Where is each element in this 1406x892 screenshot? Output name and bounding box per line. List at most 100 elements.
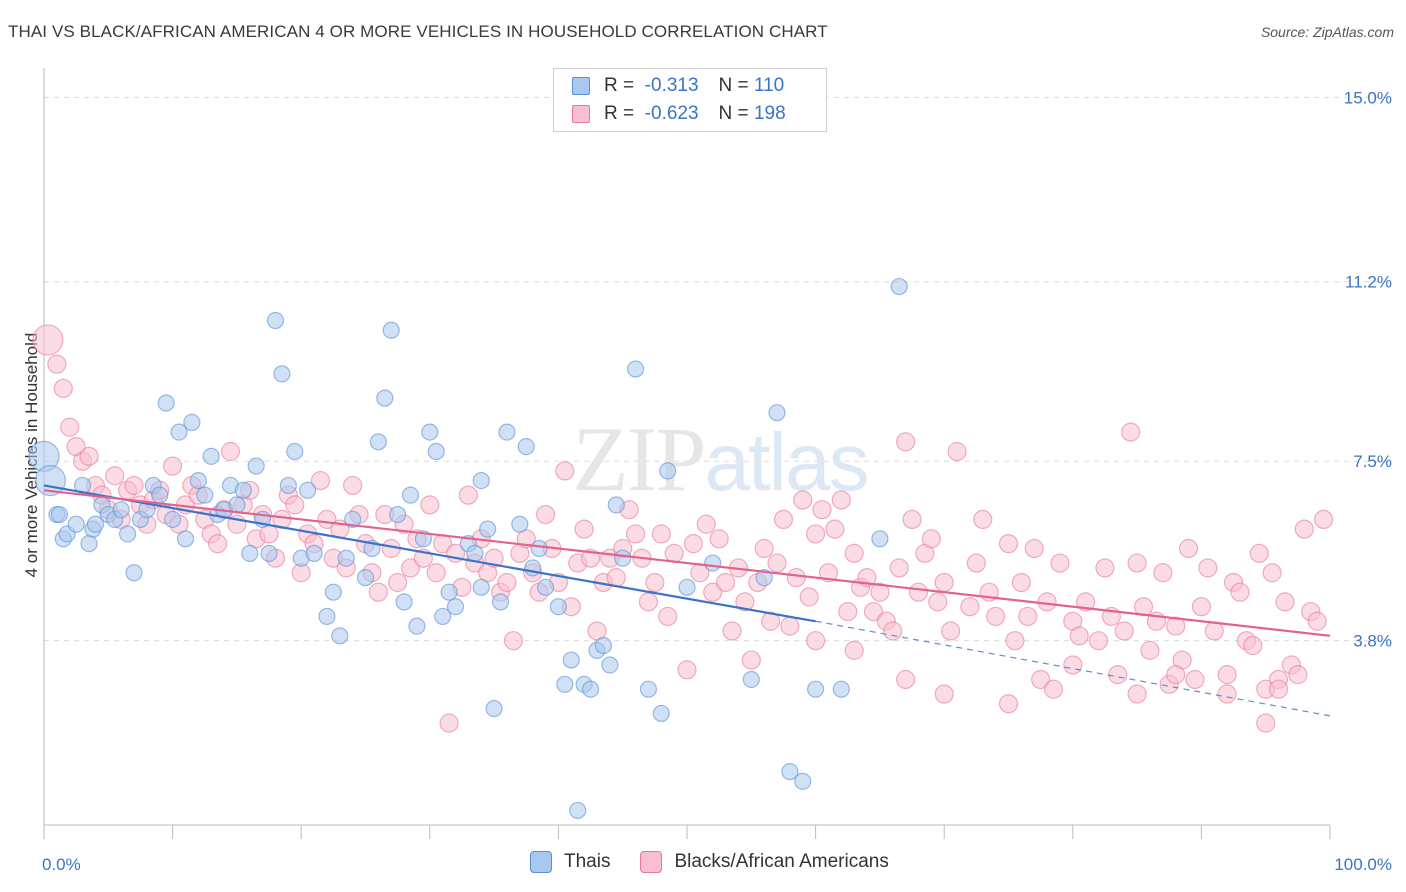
data-point [299, 481, 317, 499]
data-point [356, 569, 375, 587]
data-point [606, 568, 626, 588]
data-point [825, 519, 845, 539]
data-point [498, 423, 516, 441]
data-point [555, 461, 575, 481]
legend-n-value: 110 [753, 75, 785, 96]
data-point [344, 510, 362, 529]
data-point [50, 505, 69, 524]
data-point [472, 472, 490, 490]
data-point [472, 578, 490, 596]
data-point [535, 504, 556, 525]
data-point [170, 423, 188, 441]
data-point [934, 684, 954, 704]
data-point [331, 627, 349, 645]
data-point [863, 601, 884, 622]
data-point [67, 515, 85, 533]
data-point [1313, 509, 1334, 530]
data-point [1178, 538, 1199, 559]
data-point [260, 544, 278, 562]
data-point [986, 606, 1006, 627]
watermark: ZIPatlas [572, 408, 867, 510]
data-point [389, 505, 407, 524]
data-point [86, 515, 105, 533]
tick-labels: 3.8% 7.5% 11.2% 15.0% 0.0% 100.0% [42, 88, 1392, 874]
data-point [594, 636, 613, 655]
data-point [310, 471, 331, 491]
data-point [279, 476, 297, 495]
data-point [569, 801, 587, 820]
data-point [427, 442, 445, 461]
data-point [1063, 655, 1083, 675]
data-point [112, 501, 130, 519]
data-point [805, 524, 826, 544]
legend-swatch-thais [572, 77, 590, 95]
data-point [755, 569, 773, 587]
data-point [773, 509, 794, 530]
legend-n-value: 198 [753, 103, 786, 124]
data-point [497, 572, 517, 593]
data-point [1153, 563, 1173, 583]
data-point [607, 496, 625, 514]
data-point [1024, 538, 1044, 559]
bottom-legend-swatch-thais [530, 851, 552, 873]
data-point [677, 660, 697, 680]
data-point [1011, 572, 1031, 593]
data-point [1114, 621, 1134, 641]
data-point [844, 640, 864, 660]
data-point [1069, 626, 1089, 646]
data-point [124, 475, 144, 496]
data-point [870, 582, 890, 602]
data-point [806, 680, 825, 698]
data-point [1043, 679, 1064, 699]
data-point [479, 520, 497, 538]
legend-r-label: R = [604, 75, 635, 96]
data-point [998, 694, 1019, 714]
data-point [1243, 635, 1263, 656]
data-point [556, 675, 574, 693]
data-point [678, 578, 696, 596]
data-point [536, 578, 555, 596]
data-point [157, 394, 175, 412]
data-point [369, 433, 387, 451]
data-point [273, 365, 291, 383]
data-point [1217, 684, 1237, 704]
data-point [414, 530, 432, 548]
data-point [754, 538, 774, 559]
data-point [715, 572, 736, 593]
data-point [485, 699, 503, 718]
data-point [838, 601, 858, 622]
data-point [1217, 665, 1237, 685]
data-point [401, 486, 420, 504]
bottom-legend-swatch-blacks [640, 851, 663, 873]
legend-r-value: -0.623 [644, 103, 699, 124]
data-point [812, 500, 832, 520]
data-point [1191, 597, 1212, 617]
data-point [440, 583, 458, 601]
data-point [79, 446, 99, 466]
data-point [1307, 611, 1327, 631]
data-point [286, 442, 304, 461]
data-point [466, 544, 484, 562]
data-point [1185, 669, 1205, 690]
data-point [741, 650, 761, 670]
data-point [928, 592, 948, 612]
legend-row-thais: R = -0.313 N = 110 [572, 74, 784, 98]
data-point [614, 549, 632, 567]
data-point [889, 558, 909, 578]
data-point [1204, 621, 1224, 641]
data-point [581, 680, 600, 698]
data-point [704, 554, 722, 572]
data-point [395, 593, 413, 611]
data-point [652, 704, 670, 723]
data-point [1294, 519, 1314, 539]
data-point [426, 563, 446, 583]
data-point [343, 475, 363, 496]
source-label: Source: ZipAtlas.com [1260, 24, 1394, 40]
data-point [484, 548, 504, 568]
data-point [908, 582, 929, 602]
data-point [574, 519, 594, 539]
y-tick-label: 15.0% [1344, 88, 1392, 107]
data-point [780, 616, 800, 636]
gridlines [44, 96, 1390, 642]
y-tick-label: 11.2% [1345, 273, 1392, 292]
